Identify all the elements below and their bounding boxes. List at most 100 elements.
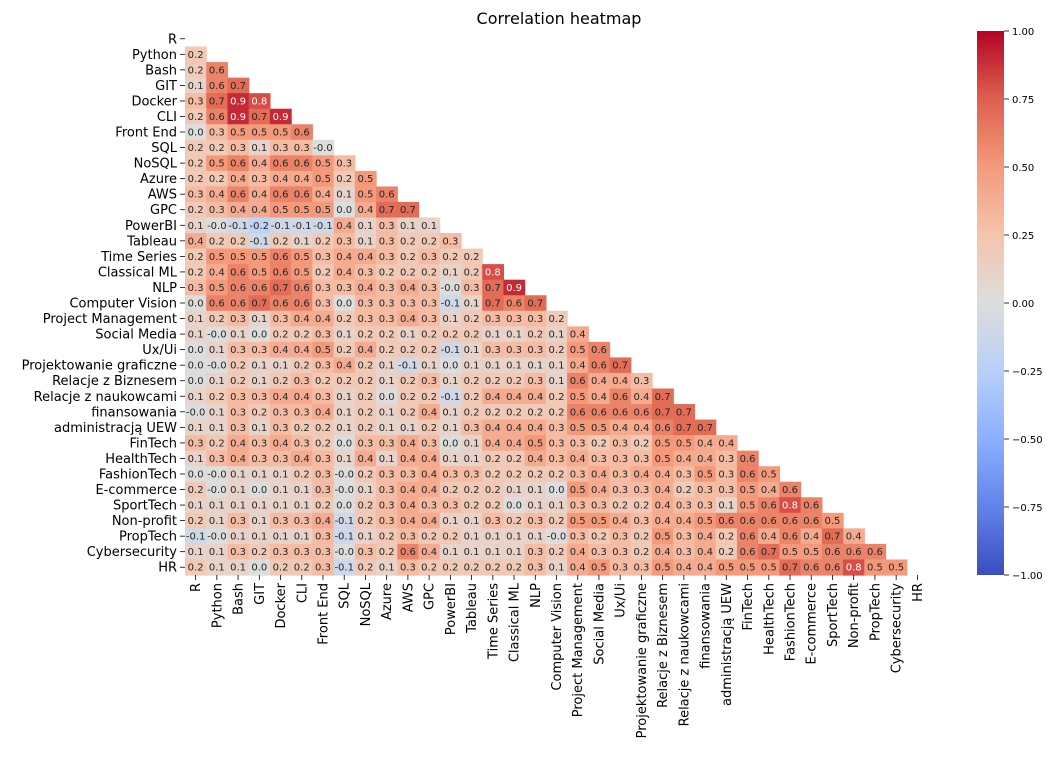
heatmap-cell <box>333 264 356 281</box>
cell-value-label: 0.4 <box>485 438 501 449</box>
heatmap-cell <box>588 341 611 358</box>
heatmap-cell <box>291 139 313 156</box>
heatmap-cell <box>630 372 653 390</box>
heatmap-cell <box>588 481 611 498</box>
heatmap-cell <box>503 559 526 576</box>
heatmap-cell <box>269 155 292 172</box>
heatmap-cell <box>673 481 696 498</box>
heatmap-cell <box>291 170 313 188</box>
cell-value-label: 0.2 <box>273 236 289 247</box>
heatmap-cell <box>269 466 292 483</box>
heatmap-cell <box>545 481 568 498</box>
x-tick-label: Classical ML <box>508 582 523 662</box>
heatmap-cell <box>206 186 229 203</box>
heatmap-cell <box>460 543 483 561</box>
heatmap-cell <box>227 279 250 296</box>
cell-value-label: 0.2 <box>442 532 458 543</box>
cell-value-label: 0.1 <box>251 143 267 154</box>
heatmap-cell <box>269 435 292 452</box>
cell-value-label: 0.3 <box>549 438 565 449</box>
cell-value-label: 0.2 <box>400 345 416 356</box>
heatmap-cell <box>545 466 568 483</box>
cell-value-label: 0.4 <box>315 190 331 201</box>
x-tick-label: Docker <box>274 582 289 628</box>
cell-value-label: 0.2 <box>485 563 501 574</box>
heatmap-cell <box>630 543 653 561</box>
cell-value-label: 0.3 <box>633 376 649 387</box>
heatmap-cell <box>269 233 292 250</box>
heatmap-cell <box>439 497 462 514</box>
heatmap-cell <box>439 341 462 358</box>
y-tick-label: CLI <box>157 110 177 125</box>
heatmap-cell <box>524 435 547 452</box>
heatmap-cell <box>248 201 271 219</box>
cell-value-label: 0.3 <box>379 469 395 480</box>
cell-value-label: 0.5 <box>570 485 586 496</box>
heatmap-cell <box>248 124 271 141</box>
heatmap-cell <box>248 93 271 110</box>
cell-value-label: 0.3 <box>209 205 225 216</box>
heatmap-cell <box>418 372 441 390</box>
heatmap-cell <box>227 264 250 281</box>
x-tick-label: PowerBI <box>444 583 459 635</box>
heatmap-cell <box>354 450 377 467</box>
cell-value-label: 0.3 <box>273 516 289 527</box>
heatmap-cell <box>333 497 356 514</box>
heatmap-cell <box>312 233 335 250</box>
cell-value-label: -0.0 <box>334 485 354 496</box>
heatmap-cell <box>333 341 356 358</box>
cell-value-label: 0.6 <box>633 407 649 418</box>
cell-value-label: 0.3 <box>315 485 331 496</box>
cell-value-label: 0.3 <box>294 438 310 449</box>
heatmap-cell <box>715 497 738 514</box>
heatmap-cell <box>503 435 526 452</box>
heatmap-cell <box>269 559 292 576</box>
cell-value-label: 0.3 <box>527 376 543 387</box>
cell-value-label: 0.4 <box>761 532 777 543</box>
heatmap-cell <box>227 388 250 405</box>
cell-value-label: 0.2 <box>209 143 225 154</box>
cell-value-label: 0.3 <box>188 283 204 294</box>
heatmap-cell <box>269 528 292 545</box>
cell-value-label: 0.4 <box>633 469 649 480</box>
cell-value-label: 0.3 <box>294 547 310 558</box>
heatmap-cell <box>567 341 589 358</box>
heatmap-cell <box>545 559 568 576</box>
cell-value-label: 0.4 <box>485 423 501 434</box>
y-tick-label: E-commerce <box>95 483 177 498</box>
heatmap-cell <box>227 93 250 110</box>
heatmap-cell <box>524 512 547 529</box>
cell-value-label: 0.3 <box>421 299 437 310</box>
heatmap-cell <box>588 404 611 421</box>
heatmap-cell <box>418 341 441 358</box>
heatmap-cell <box>418 388 441 405</box>
cell-value-label: 0.6 <box>273 267 289 278</box>
cell-value-label: 0.3 <box>379 438 395 449</box>
heatmap-cell <box>185 388 207 405</box>
heatmap-cell <box>503 543 526 561</box>
heatmap-cell <box>227 295 250 312</box>
heatmap-cell <box>609 543 632 561</box>
heatmap-cell <box>503 295 526 312</box>
cell-value-label: 0.3 <box>421 438 437 449</box>
cell-value-label: 0.4 <box>570 361 586 372</box>
cell-value-label: 0.2 <box>527 469 543 480</box>
y-tick-label: GPC <box>150 203 177 218</box>
cell-value-label: 0.1 <box>230 563 246 574</box>
cell-value-label: 0.2 <box>188 252 204 263</box>
x-tick-label: Cybersecurity <box>890 583 905 674</box>
heatmap-cell <box>715 435 738 452</box>
cell-value-label: 0.6 <box>273 159 289 170</box>
heatmap-cell <box>524 559 547 576</box>
heatmap-cell <box>482 341 505 358</box>
cell-value-label: 0.3 <box>357 314 373 325</box>
x-tick-label: Ux/Ui <box>614 583 629 618</box>
colorbar-tick-label: −0.75 <box>1012 503 1043 514</box>
cell-value-label: 0.5 <box>273 128 289 139</box>
cell-value-label: 0.7 <box>825 532 841 543</box>
heatmap-cell <box>439 279 462 296</box>
cell-value-label: 0.3 <box>251 454 267 465</box>
heatmap-cell <box>291 217 313 234</box>
cell-value-label: 0.2 <box>400 236 416 247</box>
cell-value-label: 0.2 <box>336 376 352 387</box>
